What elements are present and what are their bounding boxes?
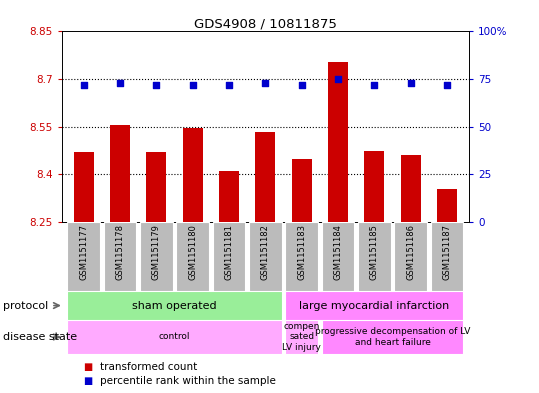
Bar — [219, 171, 239, 222]
Text: GSM1151179: GSM1151179 — [152, 224, 161, 280]
Bar — [213, 222, 245, 291]
Bar — [431, 222, 464, 291]
Bar — [67, 222, 100, 291]
Bar — [67, 291, 282, 320]
Text: GSM1151183: GSM1151183 — [298, 224, 306, 280]
Text: GSM1151185: GSM1151185 — [370, 224, 379, 280]
Text: large myocardial infarction: large myocardial infarction — [299, 301, 450, 310]
Bar — [322, 320, 464, 354]
Text: sham operated: sham operated — [132, 301, 217, 310]
Bar — [401, 155, 421, 222]
Text: control: control — [159, 332, 190, 342]
Bar — [110, 125, 130, 222]
Text: disease state: disease state — [3, 332, 77, 342]
Point — [116, 80, 125, 86]
Bar — [183, 129, 203, 222]
Bar — [322, 222, 355, 291]
Point — [79, 82, 88, 88]
Point — [189, 82, 197, 88]
Bar — [74, 152, 94, 222]
Point — [443, 82, 452, 88]
Point — [334, 76, 342, 82]
Bar — [176, 222, 209, 291]
Bar — [255, 132, 275, 222]
Text: ■: ■ — [84, 362, 93, 372]
Bar — [286, 320, 318, 354]
Bar — [104, 222, 136, 291]
Text: compen
sated
LV injury: compen sated LV injury — [282, 322, 321, 352]
Text: GSM1151184: GSM1151184 — [334, 224, 343, 280]
Text: progressive decompensation of LV
and heart failure: progressive decompensation of LV and hea… — [315, 327, 471, 347]
Text: percentile rank within the sample: percentile rank within the sample — [100, 376, 275, 386]
Bar — [395, 222, 427, 291]
Bar — [286, 222, 318, 291]
Text: transformed count: transformed count — [100, 362, 197, 372]
Text: GSM1151178: GSM1151178 — [116, 224, 125, 280]
Bar — [249, 222, 282, 291]
Bar — [292, 158, 312, 222]
Text: GSM1151177: GSM1151177 — [79, 224, 88, 280]
Point — [152, 82, 161, 88]
Text: GSM1151180: GSM1151180 — [188, 224, 197, 280]
Bar — [437, 189, 457, 222]
Point — [406, 80, 415, 86]
Bar — [147, 152, 167, 222]
Bar — [358, 222, 391, 291]
Text: ■: ■ — [84, 376, 93, 386]
Bar — [286, 291, 464, 320]
Text: GSM1151187: GSM1151187 — [443, 224, 452, 280]
Point — [261, 80, 270, 86]
Text: protocol: protocol — [3, 301, 48, 310]
Bar — [364, 151, 384, 222]
Point — [370, 82, 379, 88]
Bar — [140, 222, 173, 291]
Text: GSM1151181: GSM1151181 — [225, 224, 233, 280]
Point — [298, 82, 306, 88]
Bar — [328, 62, 348, 222]
Text: GSM1151182: GSM1151182 — [261, 224, 270, 280]
Text: GSM1151186: GSM1151186 — [406, 224, 415, 280]
Bar — [67, 320, 282, 354]
Point — [225, 82, 233, 88]
Title: GDS4908 / 10811875: GDS4908 / 10811875 — [194, 17, 337, 30]
